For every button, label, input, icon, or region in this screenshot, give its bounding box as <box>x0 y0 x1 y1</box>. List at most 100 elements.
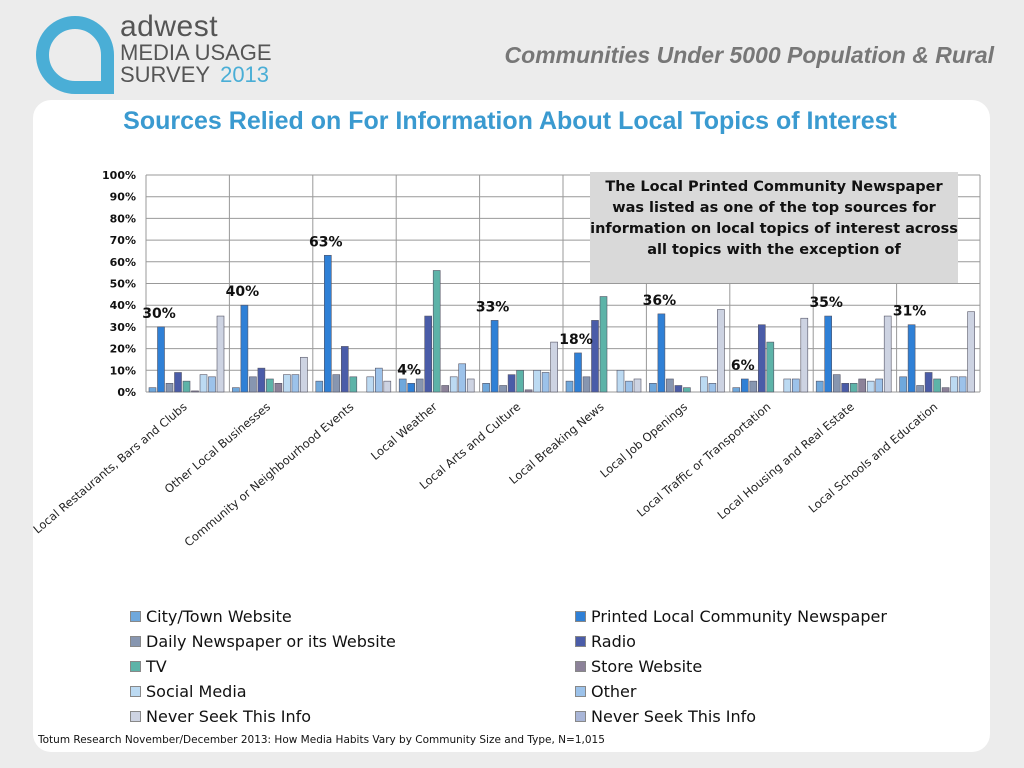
legend-item: City/Town Website <box>130 605 575 627</box>
legend-swatch <box>575 635 586 647</box>
bar-7 <box>958 376 967 393</box>
data-label: 33% <box>476 299 510 315</box>
y-tick-label: 30% <box>110 321 136 334</box>
legend-label: Other <box>591 681 637 701</box>
bar-chart: 0% 10% 20% 30% 40% 50% 60% 70% 80% 90% 100% Local R… <box>30 169 981 550</box>
data-label: 35% <box>809 295 843 311</box>
bar-2 <box>332 374 341 393</box>
bar-8 <box>216 315 225 393</box>
bar-3 <box>424 315 433 393</box>
callout-box: The Local Printed Community Newspaper wa… <box>590 172 958 283</box>
bar-8 <box>550 341 558 393</box>
legend-item: Store Website <box>575 655 990 677</box>
y-tick-label: 40% <box>110 299 136 312</box>
bar-5 <box>441 385 450 393</box>
y-tick-label: 80% <box>110 212 136 225</box>
legend-item: Printed Local Community Newspaper <box>575 605 990 627</box>
bar-8 <box>967 311 975 393</box>
y-tick-label: 90% <box>110 191 136 204</box>
legend-item: Daily Newspaper or its Website <box>130 630 575 652</box>
bar-7 <box>708 383 717 393</box>
logo-line2: SURVEY <box>120 62 211 87</box>
y-tick-label: 100% <box>102 169 136 182</box>
bar-1 <box>157 326 165 393</box>
bar-7 <box>208 376 216 393</box>
bar-3 <box>591 320 599 393</box>
logo-year: 2013 <box>220 62 270 87</box>
bar-4 <box>182 380 191 393</box>
bar-8 <box>717 309 725 393</box>
y-tick-label: 50% <box>110 278 136 291</box>
header-title: Communities Under 5000 Population & Rura… <box>504 42 994 68</box>
bar-6 <box>700 376 708 393</box>
bar-2 <box>916 385 924 393</box>
x-tick-label: Local Weather <box>368 399 440 463</box>
bar-7 <box>875 378 884 393</box>
legend-swatch <box>130 710 141 722</box>
legend-item: Radio <box>575 630 990 652</box>
legend-swatch <box>575 710 586 722</box>
bar-7 <box>791 378 800 393</box>
data-label: 4% <box>397 362 421 378</box>
bar-1 <box>490 320 499 393</box>
data-label: 18% <box>559 332 593 348</box>
bar-2 <box>832 374 841 393</box>
bar-2 <box>666 378 674 393</box>
x-tick-label: Local Housing and Real Estate <box>715 400 857 523</box>
y-tick-label: 0% <box>117 386 136 399</box>
bar-2 <box>415 378 424 393</box>
bar-3 <box>674 385 683 393</box>
bar-0 <box>649 383 657 393</box>
bar-4 <box>266 378 274 393</box>
legend-swatch <box>130 610 141 622</box>
legend-item: Social Media <box>130 680 575 702</box>
bar-4 <box>683 387 691 393</box>
data-label: 30% <box>142 306 176 322</box>
legend-label: Daily Newspaper or its Website <box>146 631 396 651</box>
bar-1 <box>574 352 582 393</box>
bar-7 <box>541 372 550 393</box>
legend: City/Town Website Printed Local Community… <box>130 605 990 727</box>
logo-brand: adwest <box>120 10 219 43</box>
legend-label: Radio <box>591 631 636 651</box>
bar-8 <box>883 315 892 393</box>
bar-3 <box>924 372 933 393</box>
legend-label: TV <box>146 656 167 676</box>
x-tick-label: Community or Neighbourhood Events <box>182 400 357 550</box>
bar-0 <box>315 380 324 393</box>
bar-5 <box>524 389 533 393</box>
bar-1 <box>824 315 833 393</box>
bar-3 <box>340 346 349 393</box>
legend-swatch <box>575 610 586 622</box>
bar-6 <box>783 378 792 393</box>
footnote: Totum Research November/December 2013: H… <box>38 734 605 746</box>
bar-6 <box>449 376 458 393</box>
bar-6 <box>533 369 541 393</box>
bar-1 <box>407 383 416 393</box>
bar-0 <box>815 380 824 393</box>
legend-label: Never Seek This Info <box>591 706 757 726</box>
legend-label: Printed Local Community Newspaper <box>591 606 887 626</box>
bar-5 <box>941 387 950 393</box>
bar-6 <box>283 374 291 393</box>
bar-3 <box>174 372 182 393</box>
bar-6 <box>616 369 625 393</box>
bar-5 <box>274 383 283 393</box>
legend-swatch <box>575 660 586 672</box>
bar-3 <box>507 374 516 393</box>
bar-2 <box>249 376 257 393</box>
bar-0 <box>899 376 907 393</box>
bar-2 <box>499 385 507 393</box>
bar-1 <box>240 304 249 393</box>
bar-4 <box>516 369 524 393</box>
bar-0 <box>398 378 407 393</box>
bar-1 <box>657 313 666 393</box>
data-label: 31% <box>893 304 927 320</box>
bar-5 <box>858 378 867 393</box>
bar-1 <box>740 378 749 393</box>
bar-4 <box>849 383 858 393</box>
legend-item: Never Seek This Info <box>130 705 575 727</box>
bar-3 <box>757 324 766 393</box>
bar-8 <box>800 317 809 393</box>
bar-3 <box>841 383 850 393</box>
